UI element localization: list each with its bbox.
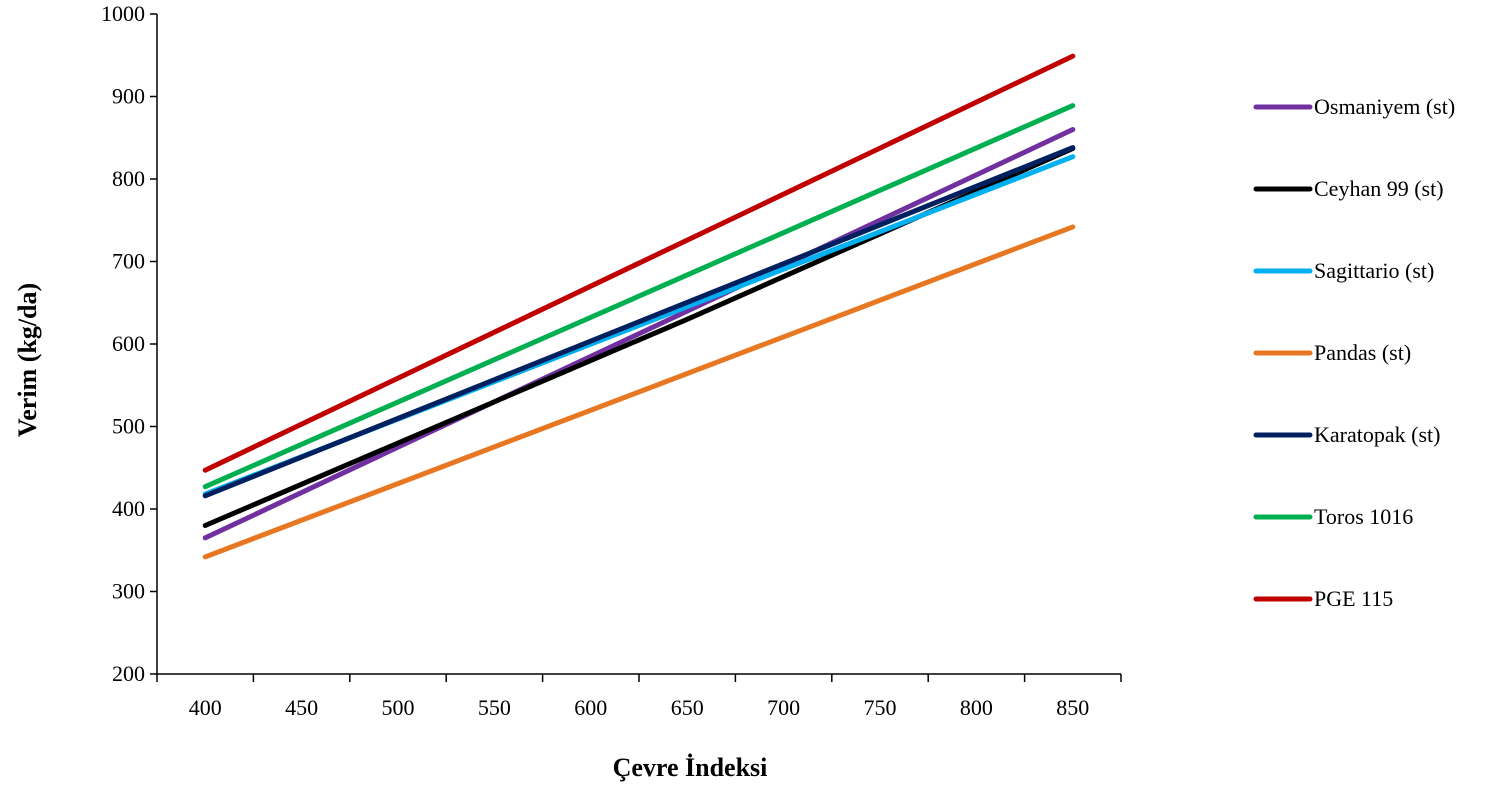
series-line: [202, 53, 1076, 473]
y-tick-label: 800: [112, 166, 145, 191]
series-line: [202, 127, 1076, 541]
plot-area: [202, 53, 1076, 560]
x-tick-label: 700: [767, 695, 800, 720]
y-axis-title: Verim (kg/da): [13, 283, 42, 437]
y-tick-label: 200: [112, 661, 145, 686]
x-tick-label: 650: [671, 695, 704, 720]
y-tick-label: 700: [112, 249, 145, 274]
y-tick-label: 1000: [101, 1, 145, 26]
x-tick-label: 600: [574, 695, 607, 720]
series-line: [202, 103, 1076, 490]
y-tick-label: 900: [112, 84, 145, 109]
series-line: [202, 224, 1076, 560]
legend-label: Ceyhan 99 (st): [1314, 176, 1444, 201]
x-axis: 400 450 500 550 600 650 700 750 800 850: [156, 673, 1122, 720]
y-tick-label: 300: [112, 579, 145, 604]
legend-label: Toros 1016: [1314, 504, 1413, 529]
y-axis: 200 300 400 500 600 700 800 900 1000: [101, 1, 158, 686]
x-tick-label: 400: [189, 695, 222, 720]
legend-label: Osmaniyem (st): [1314, 94, 1455, 119]
y-tick-label: 500: [112, 414, 145, 439]
y-tick-label: 600: [112, 331, 145, 356]
x-tick-label: 500: [382, 695, 415, 720]
x-tick-label: 850: [1056, 695, 1089, 720]
series-line: [202, 145, 1076, 499]
y-tick-label: 400: [112, 496, 145, 521]
legend-label: Pandas (st): [1314, 340, 1411, 365]
x-axis-title: Çevre İndeksi: [613, 753, 768, 782]
x-tick-label: 750: [864, 695, 897, 720]
x-tick-label: 450: [285, 695, 318, 720]
legend: Osmaniyem (st) Ceyhan 99 (st) Sagittario (…: [1253, 94, 1455, 611]
legend-label: Karatopak (st): [1314, 422, 1440, 447]
legend-label: Sagittario (st): [1314, 258, 1434, 283]
legend-label: PGE 115: [1314, 586, 1393, 611]
x-tick-label: 800: [960, 695, 993, 720]
x-tick-label: 550: [478, 695, 511, 720]
